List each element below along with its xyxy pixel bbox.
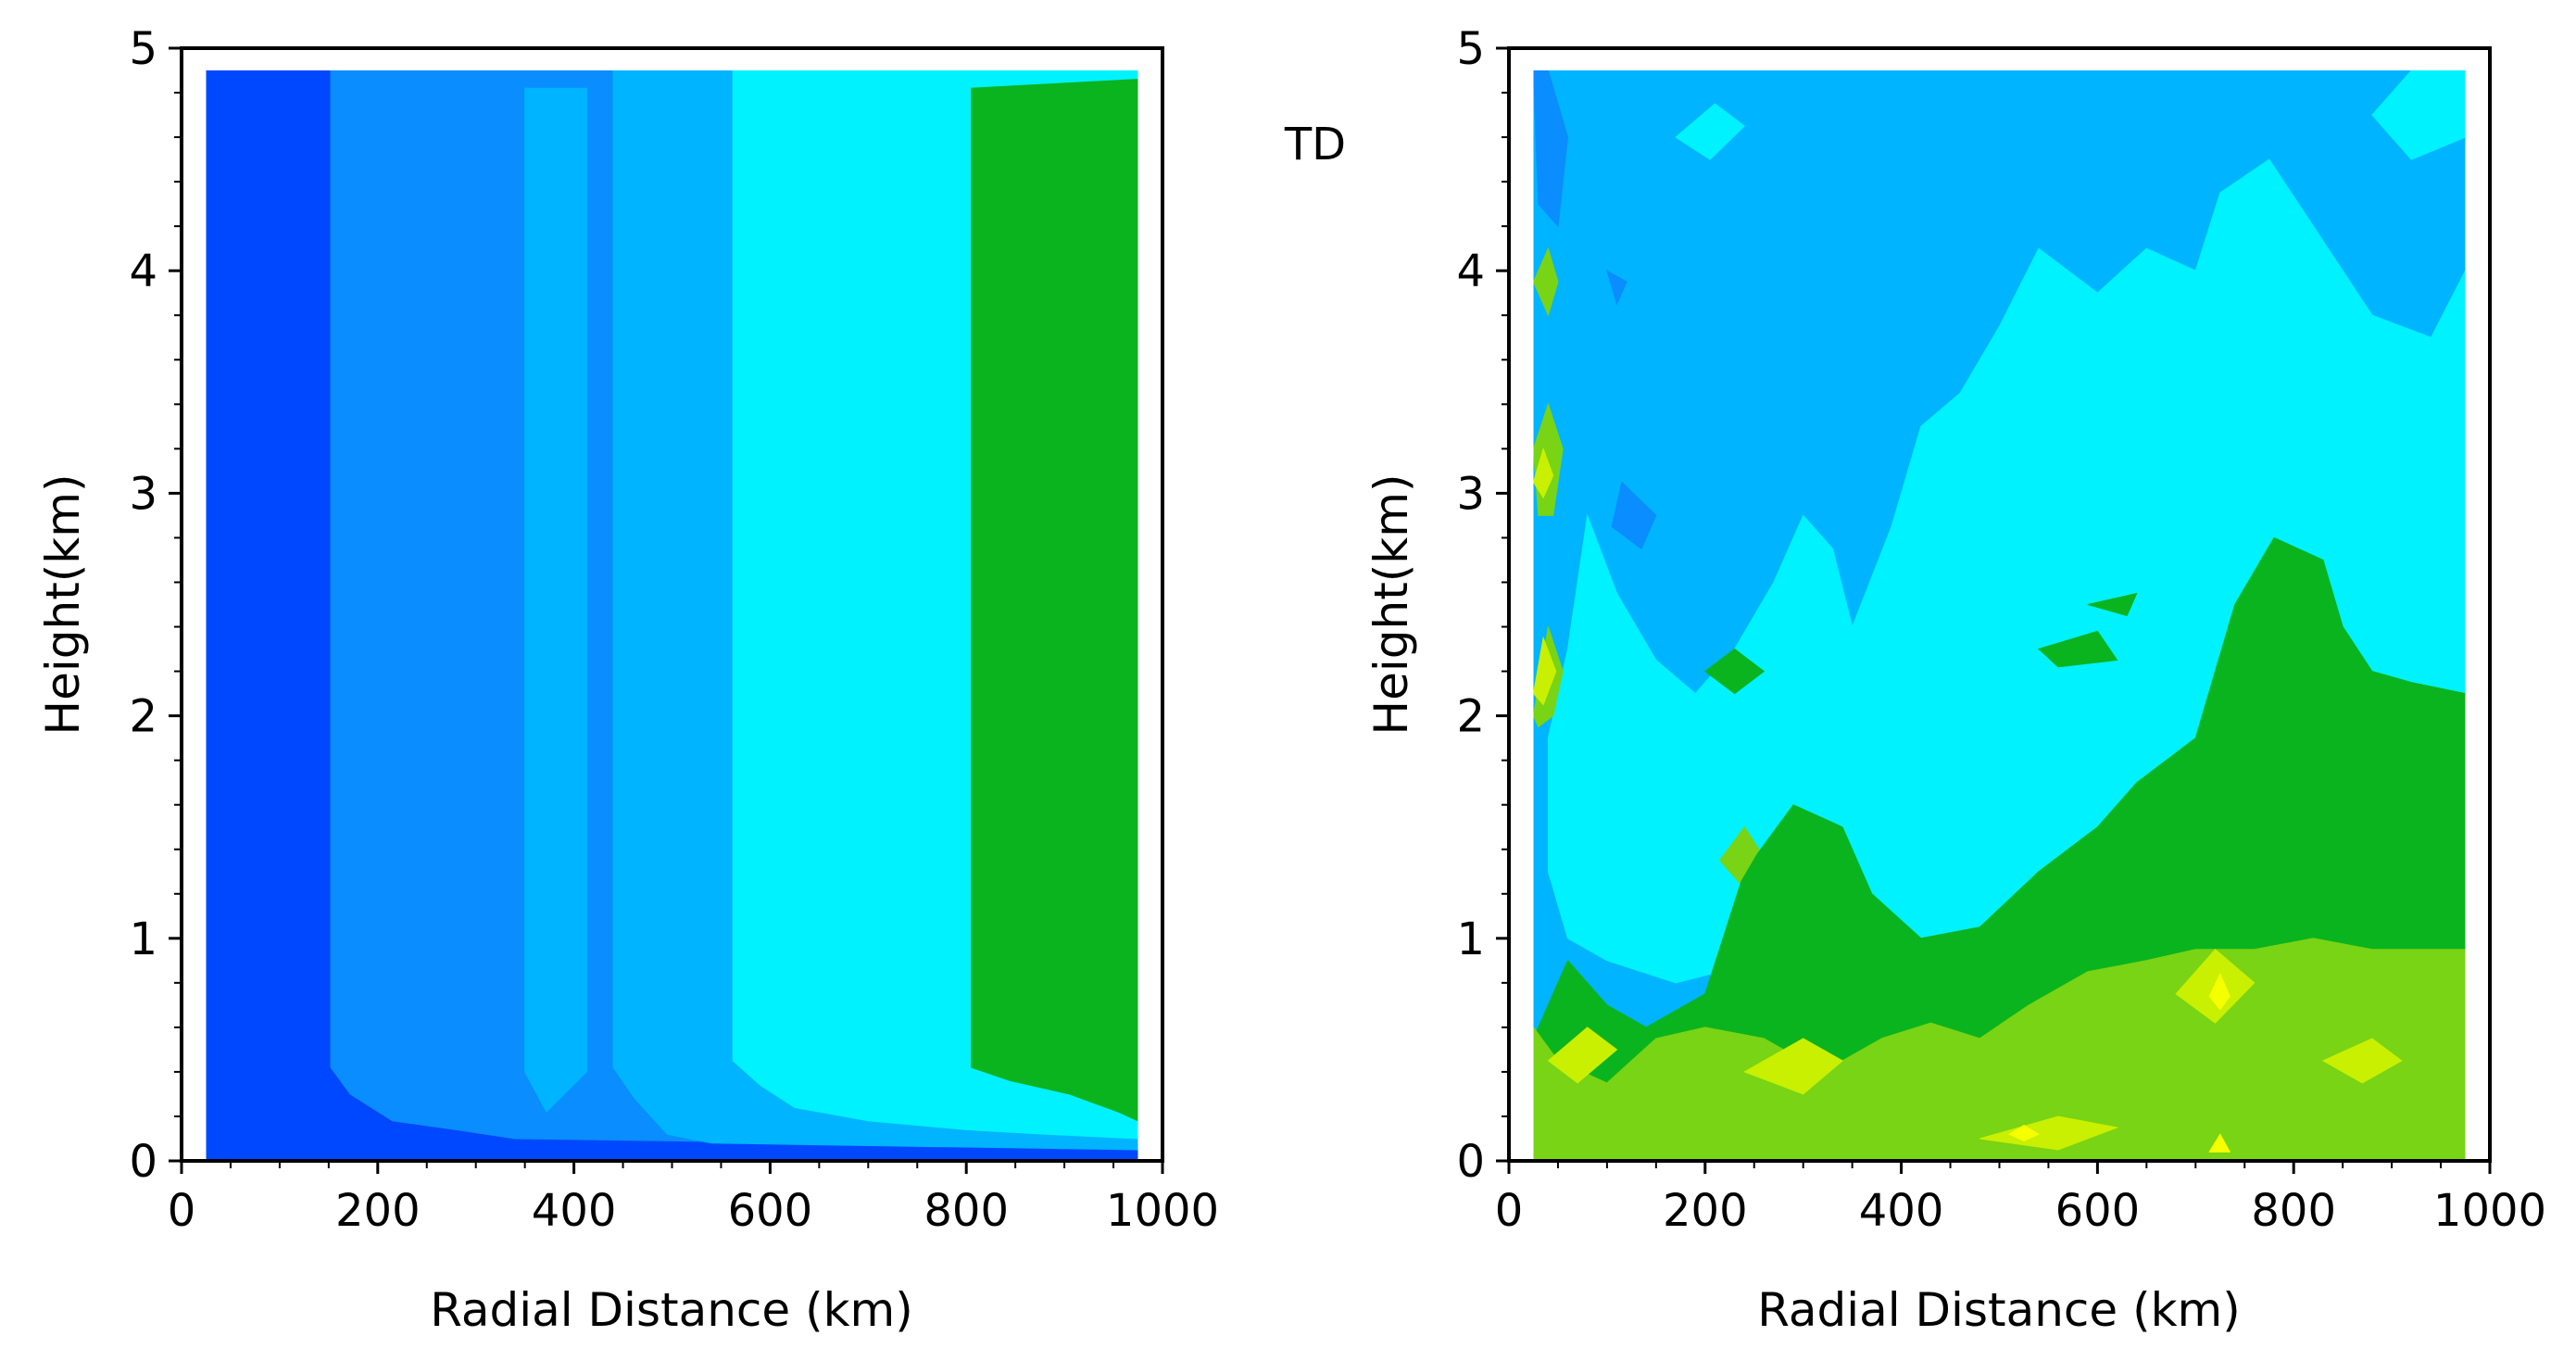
y-tick-label: 0 <box>1456 1136 1485 1188</box>
panel-tag-td: TD <box>1284 119 1346 170</box>
y-tick-label: 1 <box>1456 914 1485 965</box>
x-tick-label: 1000 <box>2433 1185 2546 1237</box>
contour-region-level-5 <box>1719 825 1760 884</box>
left-panel: 0 200 400 600 800 1000 0 1 2 3 4 5 Radial Distance … <box>36 23 1219 1337</box>
contour-region-level-4 <box>1703 648 1766 695</box>
x-tick-label: 400 <box>1859 1185 1944 1237</box>
x-tick-label: 600 <box>728 1185 813 1237</box>
y-tick-label: 2 <box>129 691 157 743</box>
x-tick-label: 200 <box>1663 1185 1748 1237</box>
y-tick-label: 4 <box>1456 246 1485 297</box>
right-y-axis-label: Height(km) <box>1364 474 1418 736</box>
x-tick-label: 1000 <box>1106 1185 1219 1237</box>
contour-region-level-1 <box>1606 270 1627 306</box>
contour-region-level-5 <box>1533 246 1559 317</box>
contour-region-level-6 <box>1743 1038 1843 1095</box>
right-axis-ticks: 0 200 400 600 800 1000 0 1 2 3 4 5 <box>1456 23 2546 1237</box>
contour-region-level-4 <box>2037 630 2118 668</box>
x-tick-label: 200 <box>335 1185 421 1237</box>
x-tick-label: 0 <box>168 1185 196 1237</box>
contour-region-level-4 <box>2087 592 2138 617</box>
y-tick-label: 1 <box>129 914 157 965</box>
y-tick-label: 0 <box>129 1136 157 1188</box>
contour-region-level-7 <box>2008 1125 2040 1141</box>
contour-region-level-6 <box>1533 447 1554 499</box>
x-tick-label: 800 <box>924 1185 1009 1237</box>
contour-region-level-3 <box>1675 103 1745 160</box>
left-axis-ticks: 0 200 400 600 800 1000 0 1 2 3 4 5 <box>129 23 1219 1237</box>
right-plot-area <box>1533 70 2466 1161</box>
x-tick-label: 800 <box>2251 1185 2336 1237</box>
y-tick-label: 5 <box>129 23 157 75</box>
contour-region-level-1 <box>1611 481 1657 550</box>
left-plot-area <box>206 70 1138 1161</box>
contour-region-level-1 <box>1533 70 1569 228</box>
y-tick-label: 5 <box>1456 23 1485 75</box>
right-x-axis-label: Radial Distance (km) <box>1757 1283 2241 1337</box>
left-x-axis-label: Radial Distance (km) <box>430 1283 913 1337</box>
left-y-axis-label: Height(km) <box>36 474 90 736</box>
y-tick-label: 4 <box>129 246 157 297</box>
contour-region-level-6 <box>1979 1115 2119 1151</box>
x-tick-label: 0 <box>1495 1185 1524 1237</box>
x-tick-label: 400 <box>532 1185 617 1237</box>
contour-region-level-6 <box>2321 1038 2403 1084</box>
contour-region-level-7 <box>2208 973 2230 1011</box>
contour-region-level-7 <box>2208 1133 2231 1153</box>
contour-region-level-2 <box>524 87 587 1114</box>
contour-region-level-6 <box>1533 636 1557 706</box>
x-tick-label: 600 <box>2055 1185 2141 1237</box>
y-tick-label: 2 <box>1456 691 1485 743</box>
y-tick-label: 3 <box>129 468 157 520</box>
contour-region-level-6 <box>1547 1027 1618 1084</box>
y-tick-label: 3 <box>1456 468 1485 520</box>
contour-region-level-3 <box>2371 70 2466 160</box>
contour-region-level-4 <box>971 79 1138 1122</box>
right-panel: 0 200 400 600 800 1000 0 1 2 3 4 5 Radial Distance … <box>1284 23 2546 1337</box>
